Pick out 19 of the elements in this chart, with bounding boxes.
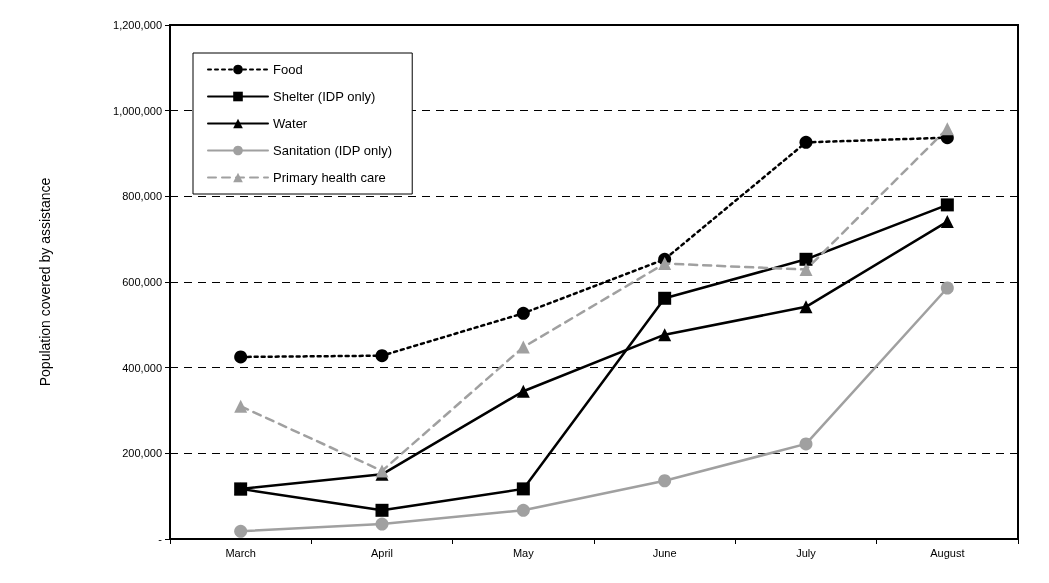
y-tick-label: 1,000,000 xyxy=(113,104,162,117)
legend-label: Sanitation (IDP only) xyxy=(273,143,392,158)
y-tick-label: 1,200,000 xyxy=(113,19,162,31)
x-tick-label: April xyxy=(370,546,394,559)
y-tick-label: 600,000 xyxy=(122,276,162,288)
y-tick-label: 800,000 xyxy=(122,190,162,203)
y-tick-label: - xyxy=(158,533,163,545)
legend-label: Water xyxy=(273,116,308,131)
x-tick-label: August xyxy=(930,546,965,559)
x-tick-label: March xyxy=(225,546,256,559)
x-tick-label: June xyxy=(652,546,677,559)
x-tick-label: May xyxy=(512,546,535,559)
legend-label: Primary health care xyxy=(273,170,386,185)
y-tick-label: 400,000 xyxy=(122,361,162,374)
y-tick-label: 200,000 xyxy=(122,447,162,460)
y-axis-title: Population covered by assistance xyxy=(37,177,53,387)
x-tick-label: July xyxy=(796,546,817,559)
legend-label: Food xyxy=(273,62,303,77)
legend-label: Shelter (IDP only) xyxy=(273,89,376,104)
